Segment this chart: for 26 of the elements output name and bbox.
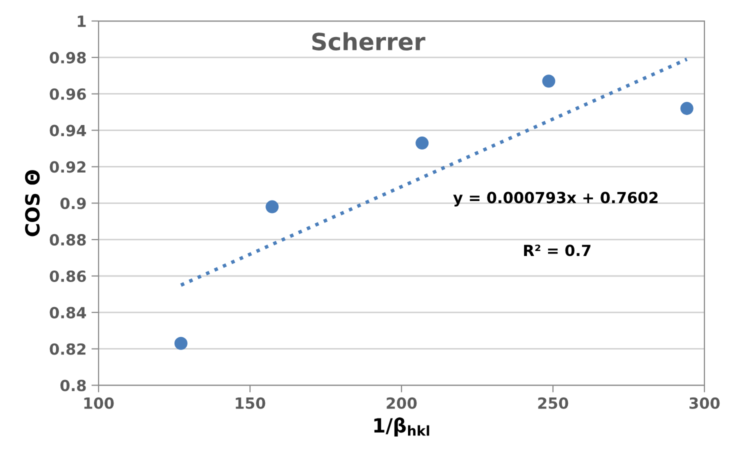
point bbox=[680, 102, 694, 115]
y-axis-title: COS Θ bbox=[25, 170, 40, 236]
x-tick-label: 250 bbox=[538, 397, 568, 409]
y-tick-label: 0.84 bbox=[50, 306, 86, 318]
x-tick-label: 100 bbox=[84, 397, 114, 409]
point bbox=[174, 336, 188, 350]
annotation: y = 0.000793x + 0.7602 bbox=[453, 192, 658, 206]
y-tick-label: 0.88 bbox=[50, 234, 86, 246]
y-tick-label: 0.82 bbox=[50, 343, 86, 355]
y-tick-label: 0.9 bbox=[60, 198, 86, 210]
x-tick-label: 200 bbox=[386, 397, 417, 409]
chart-title: Scherrer bbox=[312, 32, 426, 50]
point bbox=[266, 200, 279, 214]
point bbox=[542, 74, 556, 88]
y-tick-label: 0.92 bbox=[50, 161, 86, 173]
point bbox=[416, 136, 429, 150]
y-tick-label: 0.96 bbox=[50, 88, 86, 100]
y-tick-label: 0.94 bbox=[50, 124, 86, 136]
y-tick-label: 1 bbox=[78, 16, 86, 27]
y-tick-label: 0.98 bbox=[50, 52, 86, 64]
x-tick-label: 300 bbox=[690, 397, 720, 409]
x-axis-title: 1/β$_{hkl}$ bbox=[374, 417, 430, 437]
y-tick-label: 0.86 bbox=[50, 270, 86, 282]
y-tick-label: 0.8 bbox=[60, 380, 86, 392]
x-tick-label: 150 bbox=[236, 397, 266, 409]
annotation: R² = 0.7 bbox=[524, 244, 590, 256]
